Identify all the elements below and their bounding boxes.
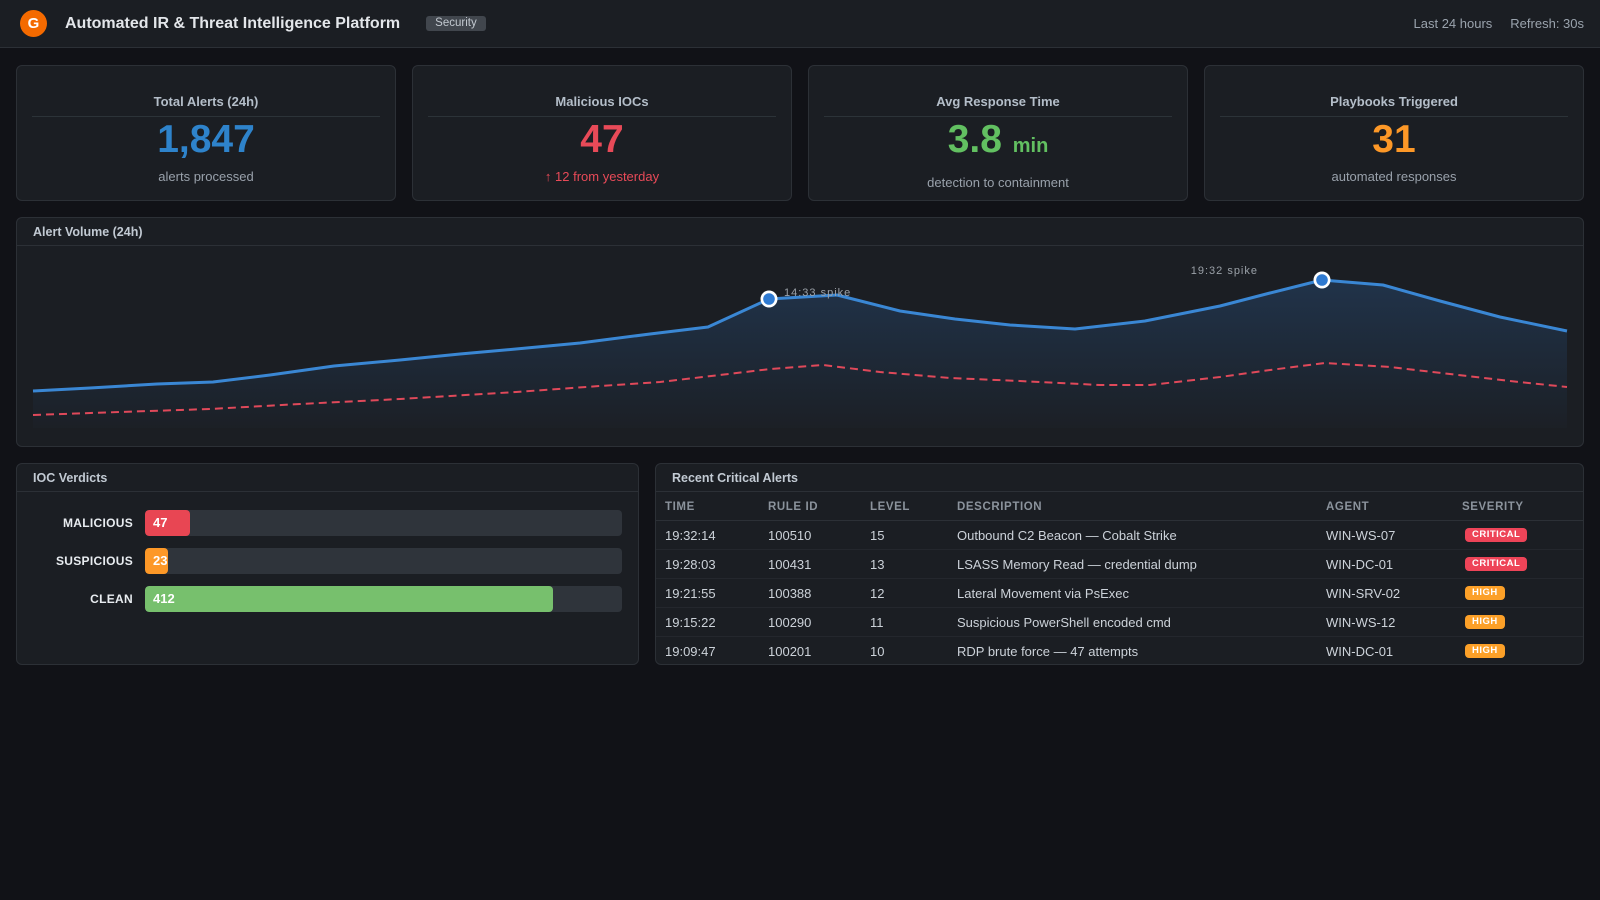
svg-text:14:33 spike: 14:33 spike [784, 287, 851, 299]
svg-text:19:32 spike: 19:32 spike [1191, 265, 1258, 277]
